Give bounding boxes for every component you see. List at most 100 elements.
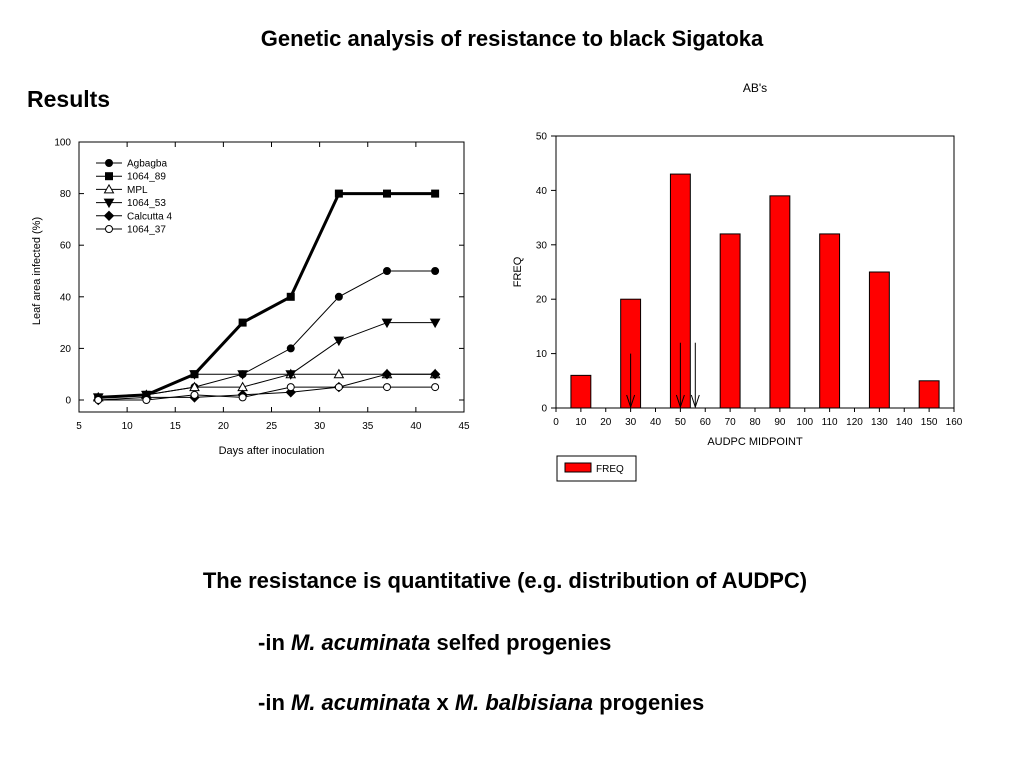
triangle-down-filled-marker bbox=[189, 370, 200, 380]
bullet-prefix: -in bbox=[258, 690, 291, 715]
triangle-down-filled-marker bbox=[285, 370, 297, 380]
circle-filled-marker bbox=[190, 383, 199, 392]
arrow-head bbox=[675, 394, 685, 409]
bullet-selfed-progenies: -in M. acuminata selfed progenies bbox=[258, 630, 611, 656]
x-tick-label: 50 bbox=[675, 417, 687, 428]
x-tick-label: 100 bbox=[796, 417, 813, 428]
bar bbox=[719, 233, 741, 409]
x-tick-label: 20 bbox=[600, 417, 612, 428]
results-heading: Results bbox=[27, 86, 111, 112]
x-tick-label: 70 bbox=[725, 417, 737, 428]
triangle-down-filled-marker bbox=[333, 336, 345, 347]
triangle-down-filled-marker bbox=[92, 393, 104, 403]
bar bbox=[819, 233, 841, 409]
circle-filled-marker bbox=[334, 292, 343, 301]
series-line bbox=[98, 373, 436, 398]
plot-frame bbox=[78, 141, 465, 413]
x-tick-label: 30 bbox=[625, 417, 637, 428]
y-axis-label: Leaf area infected (%) bbox=[31, 217, 43, 325]
legend-label: MPL bbox=[127, 185, 148, 196]
x-tick-label: 10 bbox=[122, 421, 134, 432]
circle-filled-marker bbox=[383, 267, 391, 275]
x-tick-label: 35 bbox=[362, 421, 374, 432]
triangle-down-filled-marker bbox=[141, 390, 152, 401]
y-tick-label: 50 bbox=[536, 132, 548, 143]
species-name-1: M. acuminata bbox=[291, 690, 431, 715]
circle-open-marker bbox=[334, 383, 343, 392]
triangle-down-filled-marker bbox=[237, 370, 248, 380]
arrow-head bbox=[690, 394, 700, 409]
x-tick-label: 15 bbox=[170, 421, 182, 432]
x-tick-label: 110 bbox=[822, 417, 838, 428]
y-tick-label: 60 bbox=[60, 241, 72, 252]
square-filled-marker bbox=[142, 390, 151, 399]
series-1064-89 bbox=[94, 189, 440, 402]
bar bbox=[918, 380, 940, 409]
legend: FREQ bbox=[556, 455, 637, 482]
square-filled-marker bbox=[190, 370, 199, 379]
triangle-up-open-marker bbox=[381, 368, 393, 379]
square-filled-marker bbox=[334, 189, 343, 198]
x-tick-label: 40 bbox=[650, 417, 662, 428]
x-axis-label: Days after inoculation bbox=[219, 445, 325, 457]
series-line bbox=[98, 192, 436, 399]
series-1064-37 bbox=[94, 383, 440, 404]
triangle-down-filled-marker bbox=[429, 318, 441, 329]
circle-filled-marker bbox=[431, 267, 440, 275]
diamond-filled-marker bbox=[285, 387, 296, 398]
bar bbox=[868, 271, 890, 409]
circle-filled-marker bbox=[142, 390, 151, 399]
legend: Agbagba 1064_89 MPL 1064_53 Calcutta 4 1064_3… bbox=[96, 159, 172, 236]
circle-open-marker bbox=[142, 396, 151, 404]
slide-title: Genetic analysis of resistance to black … bbox=[260, 26, 764, 51]
series-line bbox=[98, 373, 436, 401]
bar bbox=[570, 374, 592, 409]
series-line bbox=[98, 322, 436, 398]
circle-open-marker bbox=[431, 383, 440, 392]
bullet-cross-progenies: -in M. acuminata x M. balbisiana progeni… bbox=[258, 690, 704, 716]
circle-filled-marker bbox=[94, 393, 103, 402]
diamond-filled-marker bbox=[141, 392, 152, 403]
series-line bbox=[98, 386, 436, 401]
summary-statement: The resistance is quantitative (e.g. dis… bbox=[202, 568, 808, 593]
legend-label: Agbagba bbox=[127, 159, 167, 170]
circle-open-marker bbox=[190, 390, 199, 399]
diamond-filled-marker bbox=[103, 210, 115, 222]
triangle-up-open-marker bbox=[141, 389, 152, 399]
x-tick-label: 40 bbox=[410, 421, 422, 432]
y-tick-label: 10 bbox=[536, 349, 548, 360]
circle-filled-marker bbox=[105, 159, 113, 167]
legend-label: Calcutta 4 bbox=[127, 211, 172, 222]
x-tick-label: 130 bbox=[871, 417, 888, 428]
bullet-suffix: selfed progenies bbox=[430, 630, 612, 655]
y-tick-label: 0 bbox=[65, 396, 71, 407]
circle-filled-marker bbox=[238, 370, 247, 379]
diamond-filled-marker bbox=[189, 392, 200, 403]
x-tick-label: 80 bbox=[749, 417, 761, 428]
triangle-up-open-marker bbox=[189, 381, 200, 392]
series-agbagba bbox=[94, 267, 440, 402]
triangle-up-open-marker bbox=[333, 368, 345, 379]
x-tick-label: 160 bbox=[946, 417, 963, 428]
y-tick-label: 30 bbox=[536, 240, 548, 251]
legend-label: 1064_37 bbox=[127, 225, 166, 236]
y-tick-label: 40 bbox=[60, 292, 72, 303]
x-tick-label: 20 bbox=[218, 421, 230, 432]
triangle-up-open-marker bbox=[92, 391, 104, 402]
x-tick-label: 25 bbox=[266, 421, 278, 432]
series-1064-53 bbox=[92, 318, 441, 403]
legend-label: 1064_89 bbox=[127, 172, 166, 183]
circle-open-marker bbox=[238, 393, 247, 402]
y-tick-label: 20 bbox=[536, 295, 548, 306]
y-tick-label: 100 bbox=[54, 138, 71, 149]
bar bbox=[669, 173, 691, 409]
circle-filled-marker bbox=[286, 344, 295, 353]
bar bbox=[620, 298, 642, 409]
y-tick-label: 80 bbox=[60, 189, 72, 200]
circle-open-marker bbox=[94, 396, 103, 404]
bullet-suffix: progenies bbox=[593, 690, 705, 715]
series-calcutta-4 bbox=[93, 368, 441, 406]
square-filled-marker bbox=[105, 172, 113, 181]
diamond-filled-marker bbox=[429, 368, 441, 380]
square-filled-marker bbox=[383, 189, 391, 198]
